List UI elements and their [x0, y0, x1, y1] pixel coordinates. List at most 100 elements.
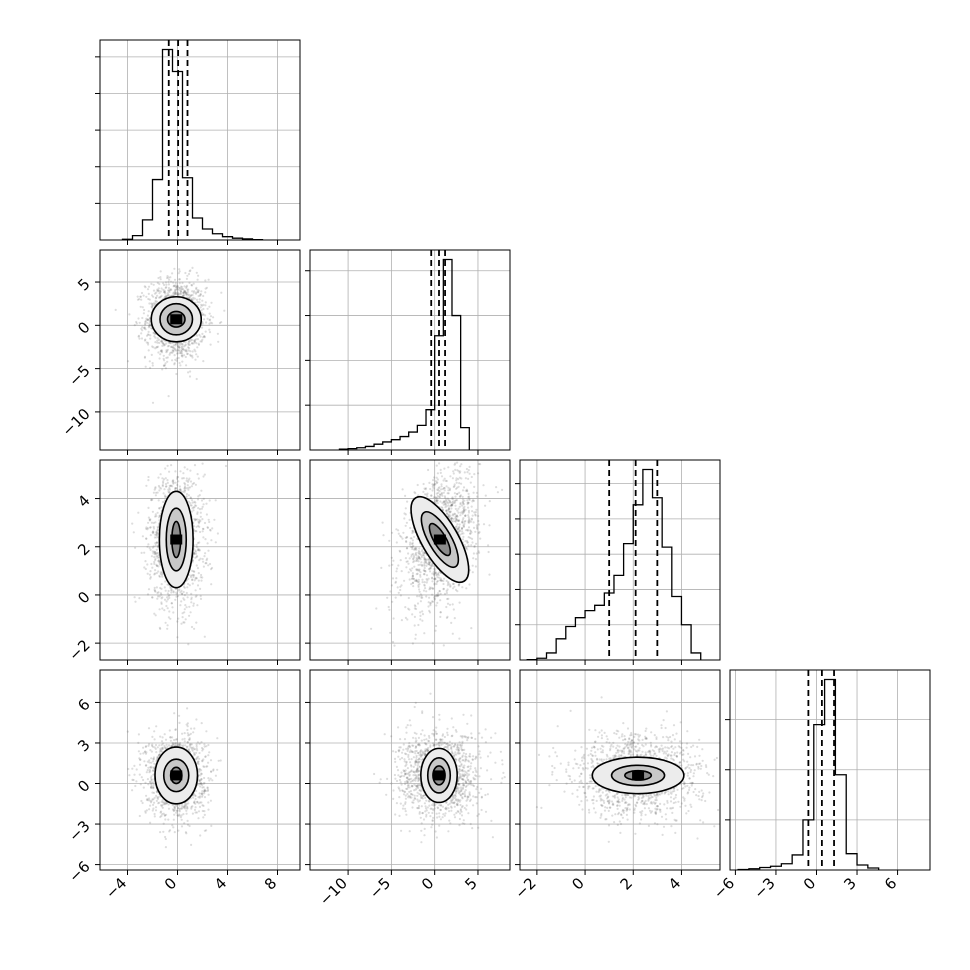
scatter-point [167, 594, 170, 598]
scatter-point [430, 494, 433, 497]
scatter-point [153, 589, 157, 593]
scatter-point [439, 468, 442, 471]
scatter-point [461, 495, 464, 498]
scatter-point [439, 592, 442, 595]
scatter-point [141, 329, 144, 332]
scatter-point [195, 621, 198, 624]
scatter-point [172, 346, 175, 349]
scatter-point [186, 468, 189, 471]
scatter-point [149, 576, 152, 579]
scatter-point [168, 289, 171, 292]
scatter-point [455, 481, 458, 484]
scatter-point [203, 336, 206, 339]
scatter-point [191, 356, 194, 359]
scatter-point [195, 338, 198, 341]
scatter-point [202, 307, 205, 311]
scatter-point [153, 551, 156, 554]
scatter-point [140, 327, 143, 330]
scatter-point [187, 341, 190, 344]
scatter-point [162, 288, 165, 291]
scatter-point [178, 270, 181, 273]
scatter-point [201, 321, 204, 324]
scatter-point [194, 504, 197, 507]
scatter-point [433, 596, 436, 599]
scatter-point [425, 493, 428, 496]
scatter-point [190, 601, 193, 604]
scatter-point [153, 335, 156, 338]
scatter-point [209, 315, 213, 318]
scatter-point [144, 338, 147, 341]
scatter-point [144, 567, 147, 571]
scatter-point [198, 525, 201, 529]
scatter-point [208, 328, 211, 331]
scatter-point [444, 506, 447, 509]
scatter-point [191, 482, 194, 486]
scatter-point [214, 499, 217, 502]
scatter-point [196, 512, 199, 516]
scatter-point [198, 559, 201, 562]
scatter-point [177, 272, 180, 275]
scatter-point [429, 566, 432, 569]
scatter-point [194, 292, 198, 295]
scatter-point [433, 568, 436, 571]
scatter-point [201, 518, 204, 521]
scatter-point [200, 573, 203, 577]
scatter-point [176, 636, 179, 639]
scatter-point [411, 572, 414, 575]
scatter-point [196, 555, 199, 558]
scatter-point [173, 831, 176, 834]
scatter-point [182, 590, 185, 594]
panel-1-4 [95, 669, 301, 875]
scatter-point [423, 584, 426, 587]
scatter-point [191, 350, 194, 353]
scatter-point [202, 313, 205, 316]
scatter-point [461, 489, 465, 492]
scatter-point [181, 348, 184, 351]
scatter-point [154, 542, 157, 545]
scatter-point [375, 607, 378, 610]
scatter-point [132, 531, 135, 534]
scatter-point [156, 526, 160, 530]
scatter-point [459, 502, 462, 505]
scatter-point [203, 335, 206, 338]
scatter-point [391, 600, 394, 603]
scatter-point [139, 783, 142, 786]
scatter-point [163, 495, 167, 498]
scatter-point [416, 557, 419, 560]
scatter-point [158, 357, 161, 360]
scatter-point [135, 768, 138, 771]
scatter-point [161, 483, 164, 487]
scatter-point [458, 525, 461, 529]
scatter-point [203, 335, 206, 338]
scatter-point [176, 292, 180, 295]
scatter-point [431, 580, 434, 583]
scatter-point [447, 514, 450, 518]
scatter-point [459, 514, 462, 517]
scatter-point [178, 588, 181, 591]
scatter-point [195, 286, 198, 289]
scatter-point [156, 345, 160, 348]
scatter-point [138, 597, 141, 600]
scatter-point [169, 341, 172, 344]
scatter-point [185, 809, 188, 812]
scatter-point [176, 293, 179, 296]
scatter-point [413, 604, 416, 607]
scatter-point [183, 466, 186, 469]
scatter-point [186, 352, 189, 356]
scatter-point [435, 573, 438, 576]
scatter-point [163, 609, 166, 612]
scatter-point [151, 294, 154, 297]
scatter-point [412, 581, 415, 584]
scatter-point [495, 486, 498, 489]
scatter-point [405, 540, 408, 544]
scatter-point [168, 596, 171, 600]
scatter-point [183, 487, 186, 490]
scatter-point [163, 291, 166, 294]
scatter-point [467, 509, 470, 512]
scatter-point [192, 509, 195, 512]
scatter-point [149, 526, 152, 529]
scatter-point [390, 584, 393, 587]
scatter-point [177, 345, 180, 348]
scatter-point [443, 495, 446, 498]
